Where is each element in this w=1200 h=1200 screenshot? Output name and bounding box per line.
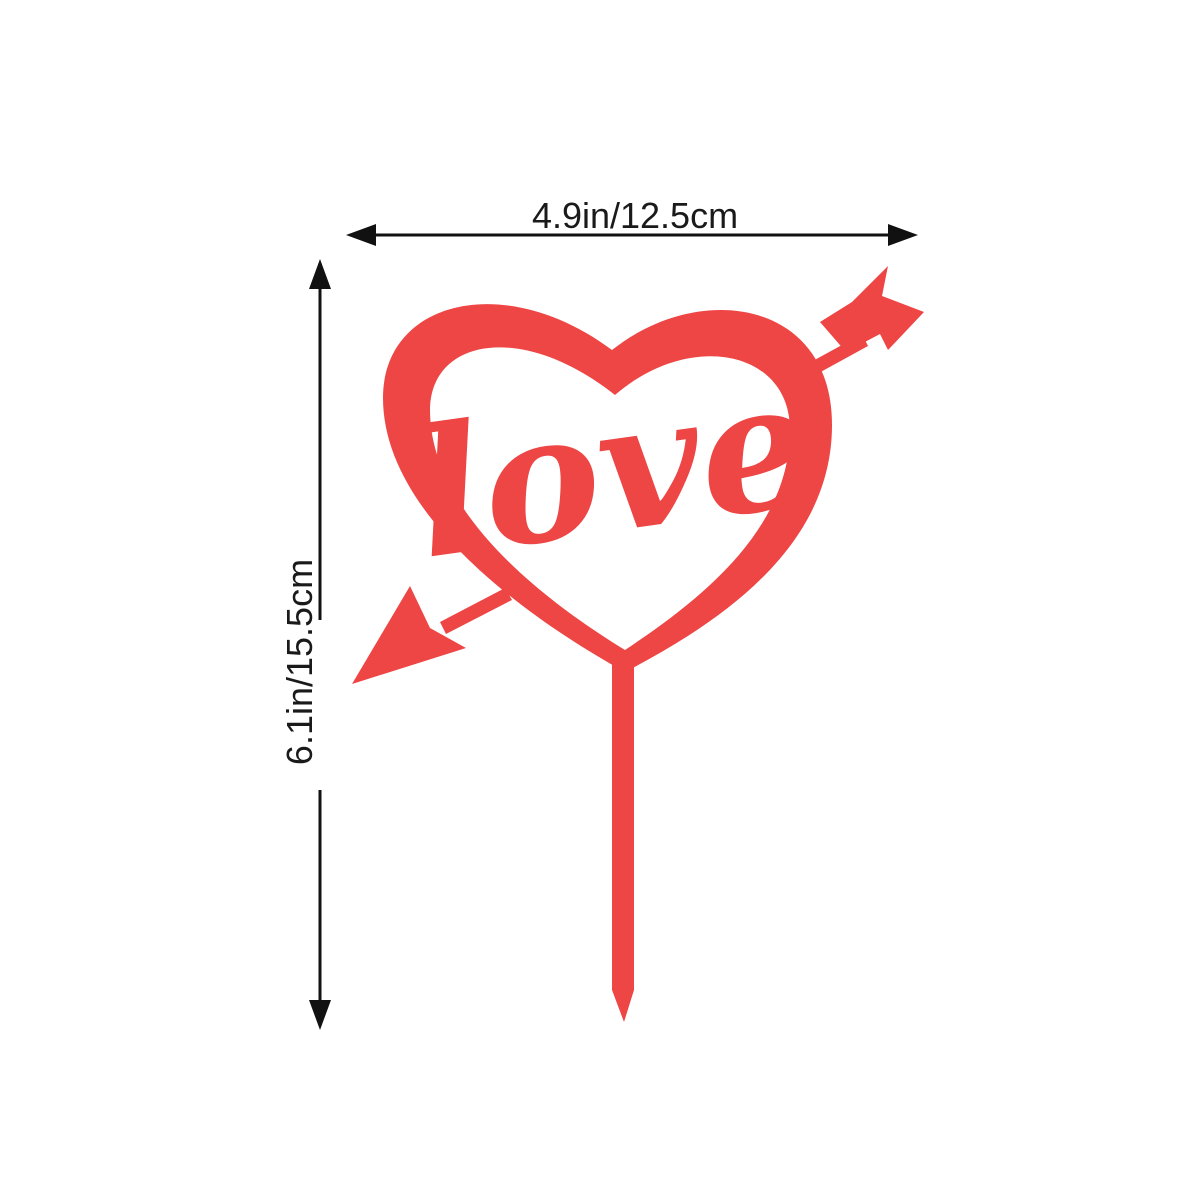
height-arrow-down-icon xyxy=(309,1000,331,1030)
arrow-shaft-lower xyxy=(440,588,512,634)
arrow-head-icon xyxy=(352,586,466,684)
height-label: 6.1in/15.5cm xyxy=(279,559,320,765)
heart-outline xyxy=(383,304,832,672)
cake-topper-illustration: love xyxy=(352,266,924,1022)
width-arrow-right-icon xyxy=(888,224,918,246)
width-dimension: 4.9in/12.5cm xyxy=(346,195,918,246)
width-label: 4.9in/12.5cm xyxy=(532,195,738,236)
height-dimension: 6.1in/15.5cm xyxy=(279,259,331,1030)
height-arrow-up-icon xyxy=(309,259,331,289)
topper-stick xyxy=(612,660,634,1022)
arrow-fletching-icon xyxy=(820,266,924,352)
width-arrow-left-icon xyxy=(346,224,376,246)
